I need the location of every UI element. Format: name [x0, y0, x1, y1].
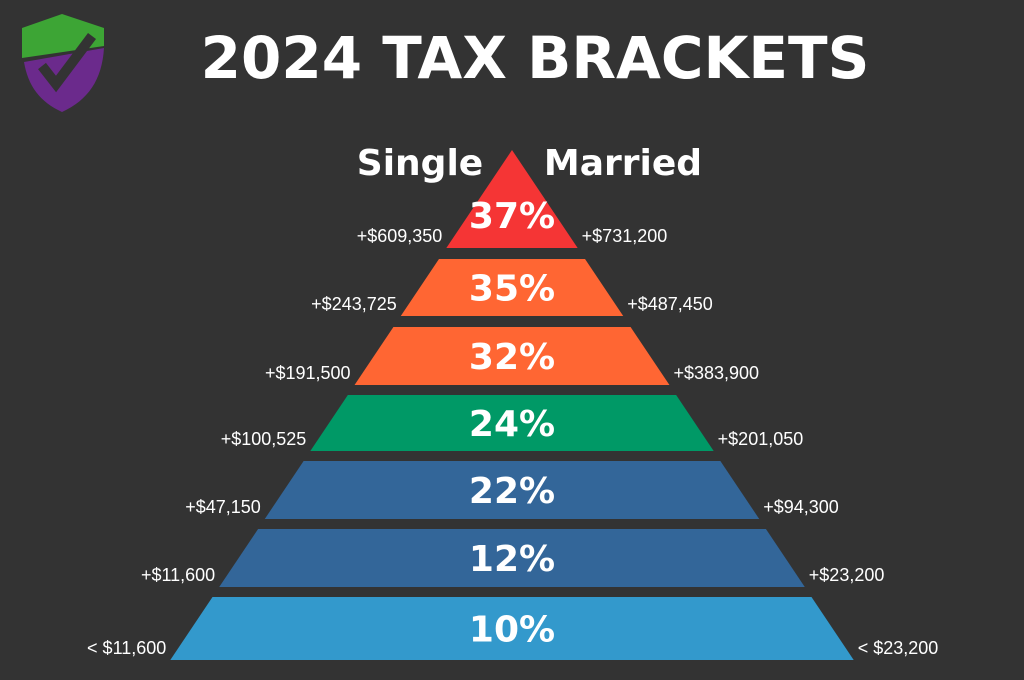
bracket-tier [400, 259, 624, 316]
bracket-rate: 22% [469, 471, 555, 512]
column-header: Married [544, 143, 702, 184]
married-threshold: +$383,900 [673, 363, 759, 383]
bracket-tier [446, 150, 578, 248]
married-threshold: +$731,200 [582, 226, 668, 246]
bracket-rate: 35% [469, 269, 555, 310]
single-threshold: +$243,725 [311, 294, 397, 314]
bracket-tier [170, 597, 854, 660]
logo [22, 14, 104, 112]
bracket-rate: 10% [469, 610, 555, 651]
married-threshold: +$487,450 [627, 294, 713, 314]
single-threshold: +$11,600 [141, 565, 215, 585]
married-threshold: < $23,200 [858, 638, 939, 658]
column-header: Single [357, 143, 483, 184]
logo-check [38, 33, 96, 93]
bracket-tier [264, 461, 760, 519]
bracket-rate: 37% [469, 196, 555, 237]
single-threshold: +$47,150 [185, 497, 261, 517]
bracket-tier [354, 327, 670, 385]
title: 2024 TAX BRACKETS [201, 24, 870, 92]
bracket-tier [219, 529, 805, 587]
married-threshold: +$201,050 [718, 429, 804, 449]
bracket-rate: 24% [469, 404, 555, 445]
bracket-rate: 32% [469, 337, 555, 378]
single-threshold: < $11,600 [87, 638, 166, 658]
single-threshold: +$191,500 [265, 363, 351, 383]
single-threshold: +$100,525 [221, 429, 307, 449]
married-threshold: +$23,200 [809, 565, 885, 585]
bracket-rate: 12% [469, 539, 555, 580]
bracket-tier [310, 395, 714, 451]
single-threshold: +$609,350 [357, 226, 443, 246]
married-threshold: +$94,300 [763, 497, 839, 517]
